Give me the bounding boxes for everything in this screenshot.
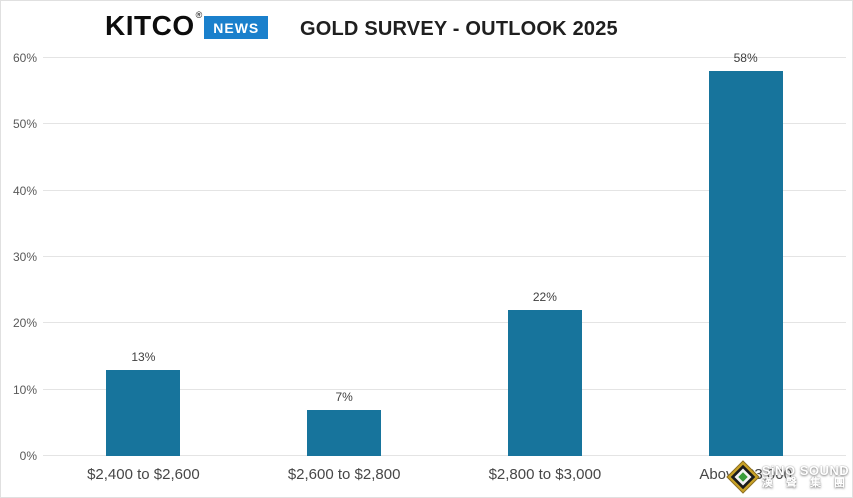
- registered-trademark-icon: ®: [195, 10, 203, 20]
- gridline: [43, 388, 846, 390]
- kitco-wordmark: KITCO: [105, 10, 195, 41]
- gridline: [43, 256, 846, 257]
- y-tick-label: 0%: [19, 449, 37, 463]
- bar-slot: 7%: [244, 58, 445, 456]
- y-tick-label: 60%: [12, 51, 37, 65]
- x-category-label: $2,600 to $2,800: [287, 466, 401, 483]
- bar-value-label: 22%: [532, 290, 557, 305]
- bar-slot: 13%: [43, 58, 244, 456]
- y-tick-label: 40%: [12, 183, 37, 198]
- x-axis: $2,400 to $2,600 $2,600 to $2,800 $2,800 t…: [43, 466, 846, 490]
- sino-sound-watermark: SiNO SOUND 漢 聲 集 團: [726, 459, 850, 495]
- y-axis: 0% 10% 20% 30% 40% 50% 60%: [1, 51, 37, 463]
- gridline: [43, 123, 846, 125]
- watermark-line2: 漢 聲 集 團: [761, 477, 850, 490]
- bar: [307, 409, 382, 456]
- bar-slot: 58%: [645, 51, 846, 456]
- y-tick-label: 10%: [12, 382, 37, 397]
- y-tick-label: 30%: [12, 250, 37, 264]
- bar: [708, 71, 783, 456]
- watermark-line1: SiNO SOUND: [761, 463, 850, 479]
- x-category-label: $2,800 to $3,000: [488, 466, 602, 483]
- chart-title: GOLD SURVEY - OUTLOOK 2025: [300, 18, 618, 40]
- gridline: [43, 57, 846, 58]
- x-category-label: $2,400 to $2,600: [87, 466, 200, 483]
- plot-area: 13% 7% 22% 58%: [43, 51, 846, 456]
- bar-slot: 22%: [445, 58, 646, 456]
- sino-sound-text: SiNO SOUND 漢 聲 集 團: [762, 464, 850, 489]
- bar-value-label: 58%: [733, 51, 758, 66]
- bar-value-label: 7%: [335, 389, 353, 404]
- bar: [106, 369, 181, 456]
- gridline: [43, 455, 846, 456]
- kitco-news-logo: KITCO ® NEWS: [105, 10, 269, 41]
- gridline: [43, 322, 846, 324]
- y-tick-label: 20%: [12, 316, 37, 331]
- bar: [507, 310, 582, 456]
- sino-sound-diamond-icon: [726, 460, 760, 494]
- news-badge: NEWS: [204, 16, 269, 39]
- bar-value-label: 13%: [131, 349, 156, 364]
- y-tick-label: 50%: [12, 117, 37, 132]
- gridline: [43, 189, 846, 191]
